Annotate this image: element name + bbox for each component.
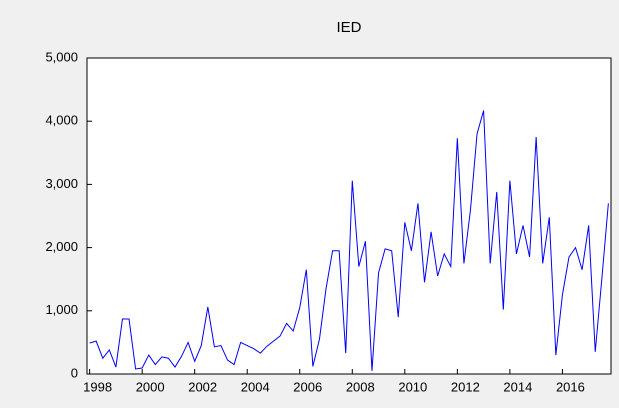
x-tick-label: 2010	[398, 379, 427, 394]
x-tick-label: 1998	[83, 379, 112, 394]
y-tick-label: 4,000	[45, 113, 78, 128]
x-tick-label: 2000	[136, 379, 165, 394]
y-tick-label: 5,000	[45, 49, 78, 64]
chart-title: IED	[336, 19, 361, 36]
x-tick-label: 2004	[241, 379, 270, 394]
x-tick-label: 2002	[188, 379, 217, 394]
data-line	[89, 110, 609, 371]
y-tick-label: 0	[71, 365, 78, 380]
x-tick-label: 2014	[503, 379, 532, 394]
x-tick-label: 2008	[346, 379, 375, 394]
y-tick-label: 3,000	[45, 176, 78, 191]
y-tick-label: 2,000	[45, 239, 78, 254]
x-tick-label: 2012	[451, 379, 480, 394]
x-tick-label: 2006	[293, 379, 322, 394]
x-tick-label: 2016	[556, 379, 585, 394]
plot-area	[86, 57, 612, 375]
y-tick-label: 1,000	[45, 302, 78, 317]
